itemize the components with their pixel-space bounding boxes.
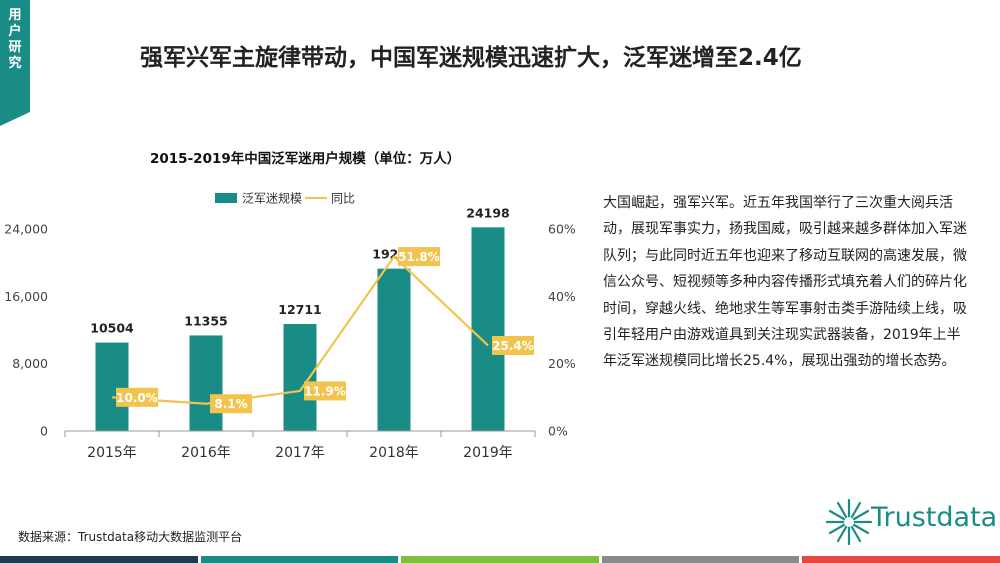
page-title: 强军兴军主旋律带动，中国军迷规模迅速扩大，泛军迷增至2.4亿 bbox=[140, 45, 802, 71]
footer-bar-5 bbox=[802, 556, 1000, 563]
x-tick-label: 2019年 bbox=[463, 445, 513, 461]
legend-label-line: 同比 bbox=[331, 192, 355, 206]
y-left-tick-label: 24,000 bbox=[4, 222, 48, 237]
chart-title: 2015-2019年中国泛军迷用户规模（单位：万人） bbox=[150, 151, 461, 167]
bar-value-label: 11355 bbox=[184, 313, 228, 328]
line-value-label: 51.8% bbox=[398, 250, 440, 264]
y-right-tick-label: 0% bbox=[548, 424, 568, 439]
x-tick-label: 2018年 bbox=[369, 445, 419, 461]
x-tick-label: 2016年 bbox=[181, 445, 231, 461]
line-point-marker bbox=[116, 387, 158, 407]
description-text: 大国崛起，强军兴军。近五年我国举行了三次重大阅兵活动，展现军事实力，扬我国威，吸… bbox=[603, 195, 967, 370]
section-tab-label: 用户研究 bbox=[8, 8, 22, 71]
bar-value-label: 12711 bbox=[278, 302, 322, 317]
bar bbox=[471, 227, 505, 431]
x-tick-label: 2015年 bbox=[87, 445, 137, 461]
logo-wordmark: Trustdata bbox=[871, 502, 998, 533]
y-left-tick-label: 8,000 bbox=[12, 356, 48, 371]
legend-swatch-bar bbox=[215, 193, 237, 203]
line-point-marker bbox=[492, 335, 534, 355]
line-point-marker bbox=[304, 381, 346, 401]
bar bbox=[377, 268, 411, 431]
y-right-tick-label: 60% bbox=[548, 222, 576, 237]
legend-label-bar: 泛军迷规模 bbox=[242, 191, 302, 206]
data-source: 数据来源：Trustdata移动大数据监测平台 bbox=[18, 530, 243, 544]
combo-chart: 泛军迷规模 同比 0 8,000 16,000 24,000 0% 20% 40% 60% 1050… bbox=[4, 191, 576, 462]
y-left-tick-label: 16,000 bbox=[4, 289, 48, 304]
line-point-marker bbox=[398, 247, 440, 267]
bar bbox=[189, 335, 223, 431]
bar bbox=[95, 342, 129, 431]
footer-bar-4 bbox=[601, 556, 800, 563]
section-tab-notch bbox=[0, 112, 30, 126]
series-line bbox=[111, 255, 489, 405]
line-value-label: 10.0% bbox=[116, 391, 158, 405]
x-tick-label: 2017年 bbox=[275, 445, 325, 461]
line-value-label: 8.1% bbox=[214, 397, 247, 411]
line-value-label: 25.4% bbox=[492, 339, 534, 353]
footer-bar-1 bbox=[0, 556, 198, 563]
bar bbox=[283, 324, 317, 431]
y-right-tick-label: 20% bbox=[548, 356, 576, 371]
section-tab: 用户研究 bbox=[0, 0, 30, 126]
line-value-label: 11.9% bbox=[304, 384, 346, 398]
trustdata-logo: Trustdata bbox=[825, 492, 998, 552]
footer-bar-3 bbox=[401, 556, 599, 563]
y-left-tick-label: 0 bbox=[40, 424, 48, 439]
starburst-logo-icon bbox=[825, 498, 873, 546]
footer-color-bars bbox=[0, 556, 1000, 563]
y-right-tick-label: 40% bbox=[548, 289, 576, 304]
bar-value-label: 24198 bbox=[466, 205, 510, 220]
footer-bar-2 bbox=[200, 556, 399, 563]
line-point-marker bbox=[210, 394, 252, 414]
bar-value-label: 10504 bbox=[90, 321, 134, 336]
